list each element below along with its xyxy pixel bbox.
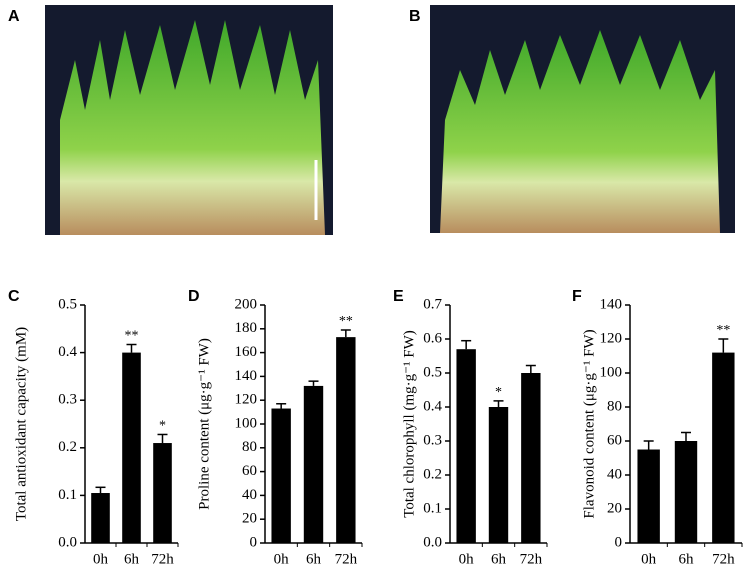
y-tick-label: 140 bbox=[235, 368, 258, 384]
y-tick-label: 0.2 bbox=[58, 439, 77, 455]
y-tick-label: 100 bbox=[235, 415, 258, 431]
panel-label: E bbox=[393, 288, 404, 305]
y-axis-label: Flavonoid content (μg·g⁻¹ FW) bbox=[581, 329, 597, 518]
y-tick-label: 140 bbox=[600, 296, 623, 312]
photo-b bbox=[430, 5, 735, 233]
y-tick-label: 0.5 bbox=[423, 364, 442, 380]
y-tick-label: 80 bbox=[242, 439, 257, 455]
y-tick-label: 0 bbox=[615, 534, 623, 550]
y-tick-label: 60 bbox=[242, 463, 257, 479]
panel-label: D bbox=[188, 288, 200, 305]
x-tick-label: 6h bbox=[124, 551, 140, 567]
panel-label: F bbox=[572, 288, 582, 305]
y-axis-label: Total chlorophyll (mg·g⁻¹ FW) bbox=[401, 330, 417, 518]
x-tick-label: 0h bbox=[274, 551, 290, 567]
bar bbox=[303, 385, 324, 543]
significance: * bbox=[495, 385, 502, 400]
y-tick-label: 120 bbox=[600, 330, 623, 346]
y-tick-label: 40 bbox=[607, 466, 622, 482]
y-tick-label: 0.6 bbox=[423, 330, 442, 346]
photo-a bbox=[45, 5, 333, 235]
y-tick-label: 0.1 bbox=[58, 487, 77, 503]
panel-label: A bbox=[8, 8, 20, 25]
y-tick-label: 0.4 bbox=[423, 398, 442, 414]
x-tick-label: 0h bbox=[459, 551, 475, 567]
x-tick-label: 72h bbox=[151, 551, 174, 567]
y-tick-label: 100 bbox=[600, 364, 623, 380]
y-tick-label: 40 bbox=[242, 487, 257, 503]
x-tick-label: 6h bbox=[491, 551, 507, 567]
significance: ** bbox=[125, 329, 139, 344]
y-tick-label: 0.0 bbox=[58, 534, 77, 550]
significance: * bbox=[159, 419, 166, 434]
y-axis-label: Total antioxidant capacity (mM) bbox=[13, 327, 29, 521]
bar bbox=[91, 493, 110, 543]
x-tick-label: 6h bbox=[679, 551, 695, 567]
bar bbox=[712, 352, 735, 543]
bar bbox=[122, 352, 141, 543]
bar bbox=[271, 408, 291, 543]
y-tick-label: 20 bbox=[242, 511, 257, 527]
y-tick-label: 0.1 bbox=[423, 500, 442, 516]
y-tick-label: 0.3 bbox=[423, 432, 442, 448]
y-tick-label: 180 bbox=[235, 320, 258, 336]
significance: ** bbox=[339, 314, 353, 329]
panel-label: C bbox=[8, 288, 20, 305]
x-tick-label: 0h bbox=[93, 551, 109, 567]
bar bbox=[153, 443, 172, 543]
bar bbox=[456, 349, 476, 543]
significance: ** bbox=[716, 323, 730, 338]
y-tick-label: 0.4 bbox=[58, 344, 77, 360]
y-tick-label: 0.0 bbox=[423, 534, 442, 550]
y-tick-label: 0.3 bbox=[58, 392, 77, 408]
x-tick-label: 72h bbox=[335, 551, 358, 567]
x-tick-label: 6h bbox=[306, 551, 322, 567]
y-tick-label: 200 bbox=[235, 296, 258, 312]
y-tick-label: 60 bbox=[607, 432, 622, 448]
x-tick-label: 72h bbox=[520, 551, 543, 567]
y-tick-label: 120 bbox=[235, 392, 258, 408]
bar bbox=[336, 337, 356, 543]
y-tick-label: 160 bbox=[235, 344, 258, 360]
bar bbox=[637, 449, 660, 543]
y-axis-label: Proline content (μg·g⁻¹ FW) bbox=[196, 338, 212, 510]
y-tick-label: 0 bbox=[250, 534, 258, 550]
y-tick-label: 0.5 bbox=[58, 296, 77, 312]
bar bbox=[521, 373, 541, 543]
y-tick-label: 0.7 bbox=[423, 296, 442, 312]
y-tick-label: 20 bbox=[607, 500, 622, 516]
bar bbox=[488, 407, 509, 543]
y-tick-label: 0.2 bbox=[423, 466, 442, 482]
x-tick-label: 0h bbox=[641, 551, 657, 567]
panel-label: B bbox=[409, 8, 421, 25]
bar bbox=[674, 441, 698, 543]
x-tick-label: 72h bbox=[712, 551, 735, 567]
y-tick-label: 80 bbox=[607, 398, 622, 414]
